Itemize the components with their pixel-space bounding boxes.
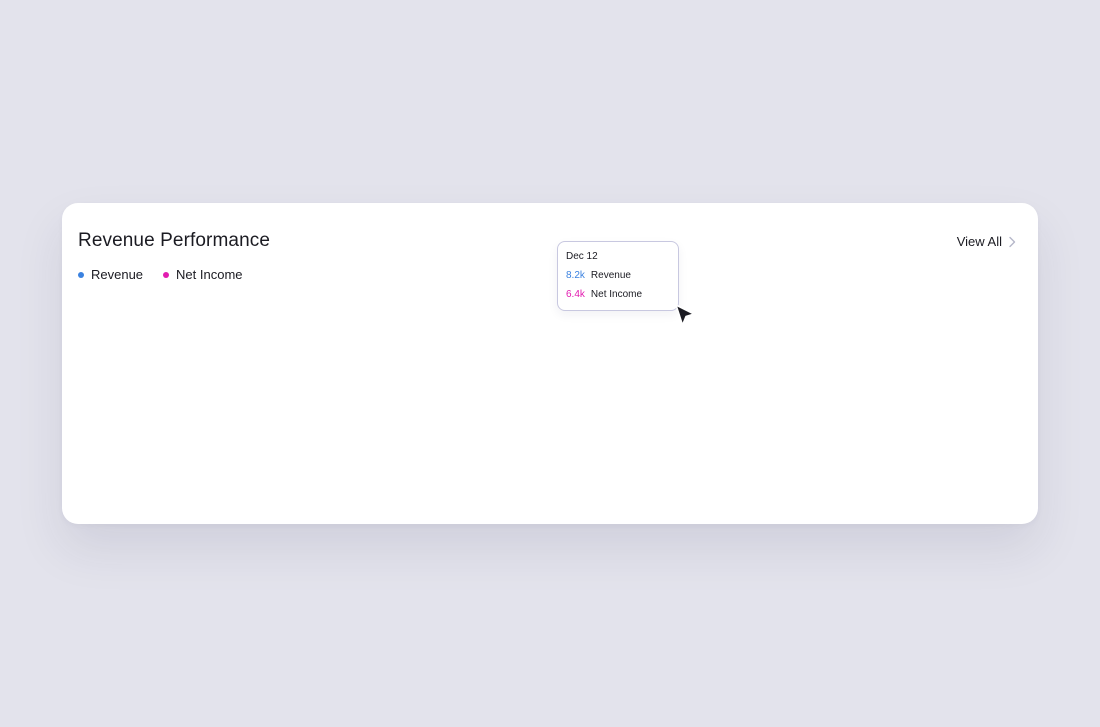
tooltip-revenue-value: 8.2k [566,270,585,281]
chevron-right-icon [1008,236,1016,248]
legend-item-net-income[interactable]: Net Income [163,267,243,282]
mouse-pointer-icon [673,303,699,336]
view-all-label: View All [956,234,1002,249]
tooltip-row-net-income: 6.4k Net Income [566,289,670,300]
chart-tooltip: Dec 12 8.2k Revenue 6.4k Net Income [557,241,679,311]
card-title: Revenue Performance [78,230,271,251]
revenue-performance-card: Revenue Performance View All Revenue Net… [62,203,1038,524]
tooltip-row-revenue: 8.2k Revenue [566,270,670,281]
legend-dot-net-income [163,271,170,278]
legend-dot-revenue [78,271,84,278]
legend-label-revenue: Revenue [91,267,144,282]
tooltip-date: Dec 12 [566,251,598,262]
view-all-button[interactable]: View All [957,234,1016,249]
tooltip-net-income-value: 6.4k [566,289,585,300]
legend-item-revenue[interactable]: Revenue [78,267,143,282]
chart-legend: Revenue Net Income [78,267,243,282]
tooltip-revenue-label: Revenue [590,270,631,281]
tooltip-net-income-label: Net Income [590,289,643,300]
legend-label-net-income: Net Income [176,267,243,282]
